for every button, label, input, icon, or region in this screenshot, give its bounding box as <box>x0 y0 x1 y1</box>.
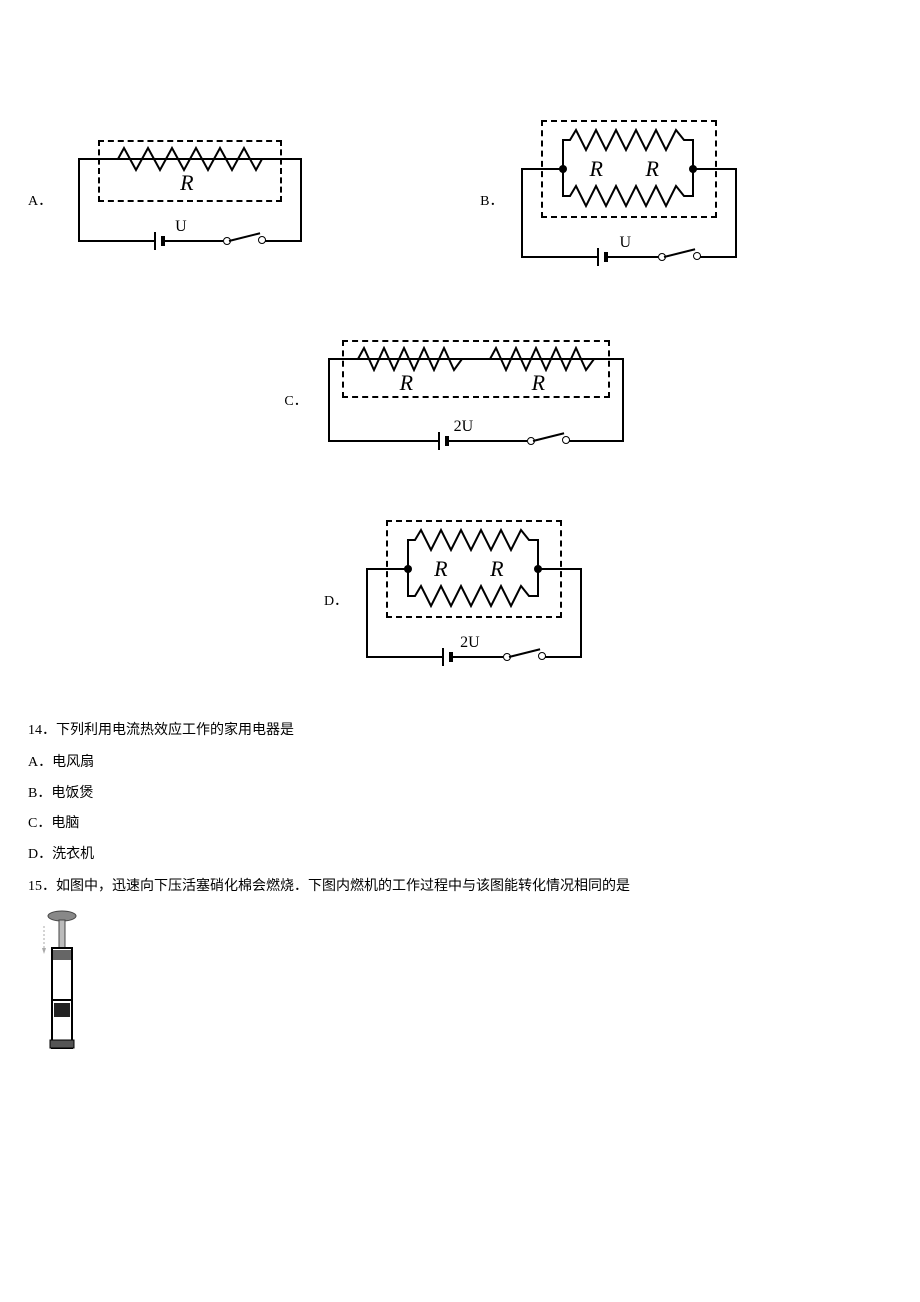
piston-figure <box>40 908 892 1063</box>
option-b-label: B． <box>480 190 503 210</box>
q15-text: ．如图中，迅速向下压活塞硝化棉会燃烧．下图内燃机的工作过程中与该图能转化情况相同… <box>42 879 630 894</box>
u-label: 2U <box>460 634 480 652</box>
circuit-c: R R 2U <box>316 340 636 460</box>
question-14: 14．下列利用电流热效应工作的家用电器是 <box>28 720 892 742</box>
q14-option-d: D．洗衣机 <box>28 844 892 866</box>
page: A． <box>0 0 920 1103</box>
r-label-2: R <box>645 156 658 182</box>
piston-icon <box>40 908 84 1058</box>
circuit-b: R R U <box>511 120 751 280</box>
r-label: R <box>180 170 193 196</box>
options-row-d: D． <box>28 520 892 680</box>
options-row-ab: A． <box>28 120 892 280</box>
option-c-label: C． <box>284 390 307 410</box>
option-a-cell: A． <box>28 140 320 260</box>
u-label: U <box>619 234 631 252</box>
r-label-1: R <box>589 156 602 182</box>
q15-num: 15 <box>28 879 42 894</box>
q14-option-b: B．电饭煲 <box>28 783 892 805</box>
circuit-d: R R 2U <box>356 520 596 680</box>
circuit-a: R U <box>60 140 320 260</box>
option-c-cell: C． <box>284 340 635 460</box>
r-label-2: R <box>532 370 545 396</box>
option-d-cell: D． <box>324 520 596 680</box>
resistor-icon <box>110 146 270 172</box>
option-b-cell: B． <box>480 120 751 280</box>
q14-num: 14 <box>28 723 42 738</box>
u-label: 2U <box>454 418 474 436</box>
q14-option-a: A．电风扇 <box>28 752 892 774</box>
option-a-label: A． <box>28 190 52 210</box>
r-label-1: R <box>434 556 447 582</box>
r-label-1: R <box>400 370 413 396</box>
option-d-label: D． <box>324 590 348 610</box>
u-label: U <box>175 218 187 236</box>
question-15: 15．如图中，迅速向下压活塞硝化棉会燃烧．下图内燃机的工作过程中与该图能转化情况… <box>28 876 892 898</box>
r-label-2: R <box>490 556 503 582</box>
options-row-c: C． <box>28 340 892 460</box>
q14-option-c: C．电脑 <box>28 813 892 835</box>
q14-text: ．下列利用电流热效应工作的家用电器是 <box>42 723 294 738</box>
